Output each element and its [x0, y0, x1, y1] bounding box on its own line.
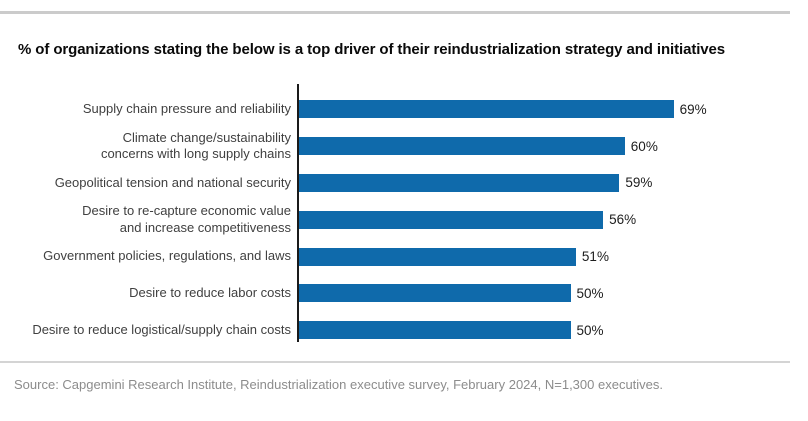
category-label: Government policies, regulations, and la… — [43, 248, 291, 264]
bar — [299, 284, 571, 303]
bar — [299, 100, 674, 119]
value-label: 51% — [581, 249, 609, 265]
source-note: Source: Capgemini Research Institute, Re… — [14, 377, 664, 392]
bottom-divider — [0, 361, 790, 363]
value-label: 59% — [625, 175, 653, 191]
y-axis-line — [297, 84, 299, 342]
bar-row: Desire to re-capture economic value and … — [0, 201, 808, 238]
value-label: 50% — [576, 285, 604, 301]
bar-row: Government policies, regulations, and la… — [0, 238, 808, 275]
bar-row: Supply chain pressure and reliability 69% — [0, 91, 808, 128]
bar-track: 59% — [291, 165, 808, 202]
category-label: Climate change/sustainability concerns w… — [100, 129, 291, 162]
bar-track: 60% — [291, 128, 808, 165]
bar-track: 51% — [291, 238, 808, 275]
bar-track: 50% — [291, 312, 808, 349]
bar-track: 69% — [291, 91, 808, 128]
category-label: Desire to reduce labor costs — [129, 285, 291, 301]
value-label: 50% — [576, 322, 604, 338]
bar-chart: Supply chain pressure and reliability 69%… — [0, 84, 808, 350]
bar-row: Climate change/sustainability concerns w… — [0, 128, 808, 165]
bar — [299, 247, 576, 266]
bar — [299, 321, 571, 340]
value-label: 60% — [630, 138, 658, 154]
top-divider — [0, 11, 790, 14]
category-label: Geopolitical tension and national securi… — [54, 174, 291, 190]
bar-row: Desire to reduce logistical/supply chain… — [0, 312, 808, 349]
bar-track: 50% — [291, 275, 808, 312]
bar-track: 56% — [291, 201, 808, 238]
bar-row: Desire to reduce labor costs 50% — [0, 275, 808, 312]
category-label: Desire to re-capture economic value and … — [82, 203, 291, 235]
chart-title: % of organizations stating the below is … — [18, 41, 726, 58]
value-label: 56% — [609, 212, 637, 228]
value-label: 69% — [679, 101, 707, 117]
bar — [299, 210, 604, 229]
bar — [299, 137, 625, 156]
category-label: Desire to reduce logistical/supply chain… — [32, 321, 291, 337]
bar — [299, 173, 620, 192]
bar-row: Geopolitical tension and national securi… — [0, 165, 808, 202]
category-label: Supply chain pressure and reliability — [82, 101, 291, 117]
bar-rows: Supply chain pressure and reliability 69%… — [0, 91, 808, 349]
